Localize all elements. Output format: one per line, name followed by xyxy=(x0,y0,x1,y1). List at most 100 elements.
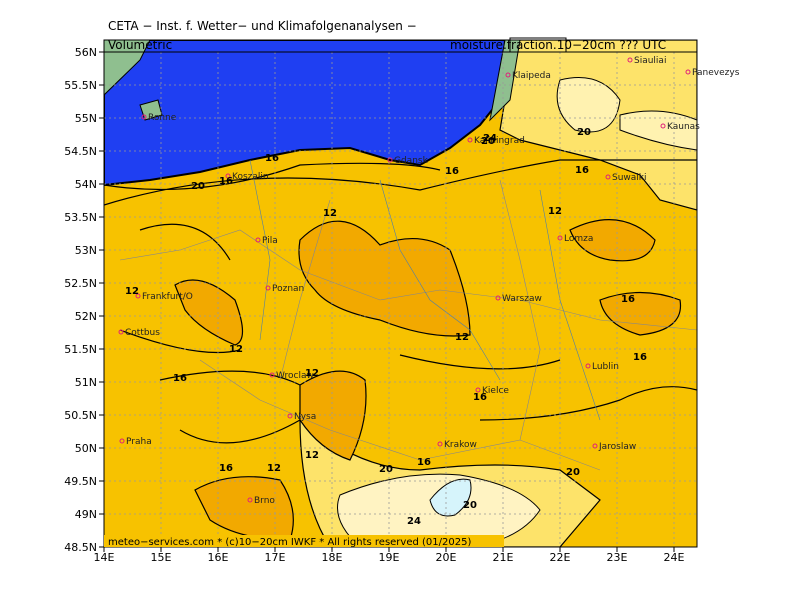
city-label: Cottbus xyxy=(125,328,160,338)
city-label: Krakow xyxy=(444,440,477,450)
city-label: Kaliningrad xyxy=(474,136,525,146)
lat-tick-label: 52.5N xyxy=(64,277,97,290)
city-label: Suwalki xyxy=(612,173,647,183)
contour-label: 24 xyxy=(483,133,497,144)
lighter-region xyxy=(556,77,697,151)
city-dot xyxy=(118,329,124,335)
city-label: Pila xyxy=(262,236,278,246)
dark-region xyxy=(298,220,471,337)
city-dot xyxy=(135,293,141,299)
city-label: Praha xyxy=(126,437,152,447)
city-dot xyxy=(475,387,481,393)
river xyxy=(249,159,601,421)
city-dot xyxy=(467,137,473,143)
city-label: Gdansk xyxy=(394,156,429,166)
city-dot xyxy=(585,363,591,369)
contour-label: 16 xyxy=(219,463,233,474)
city-dot xyxy=(627,57,633,63)
lat-tick-label: 52N xyxy=(75,310,97,323)
sweden-coast xyxy=(104,40,151,96)
header-right-boxed: fraction xyxy=(507,38,553,52)
dark-region xyxy=(174,279,244,346)
lat-tick-label: 49.5N xyxy=(64,475,97,488)
city-label: Koszalin xyxy=(232,172,269,182)
city-dot xyxy=(557,235,563,241)
lon-tick-label: 18E xyxy=(322,551,343,564)
city-dot xyxy=(225,173,231,179)
lat-tick-label: 48.5N xyxy=(64,541,97,554)
city-dot xyxy=(685,69,691,75)
city-label: Siauliai xyxy=(634,56,666,66)
header-right-prefix: moisture. xyxy=(450,38,507,52)
lat-tick-label: 53.5N xyxy=(64,211,97,224)
curonian-spit xyxy=(489,40,521,122)
city-dot xyxy=(287,413,293,419)
city-dot xyxy=(247,497,253,503)
lon-tick-label: 24E xyxy=(664,551,685,564)
lon-tick-label: 21E xyxy=(493,551,514,564)
lat-tick-label: 56N xyxy=(75,46,97,59)
lon-tick-label: 22E xyxy=(550,551,571,564)
contour-label: 20 xyxy=(577,127,591,138)
contour-label: 16 xyxy=(445,166,459,177)
lon-tick-label: 15E xyxy=(151,551,172,564)
header-left: Volumetric xyxy=(108,38,172,52)
city-label: Lublin xyxy=(592,362,619,372)
lon-tick-label: 23E xyxy=(607,551,628,564)
contour-label: 20 xyxy=(379,464,393,475)
city-dot xyxy=(505,72,511,78)
city-label: Wroclaw xyxy=(276,371,314,381)
city-label: Kielce xyxy=(482,386,509,396)
city-dot xyxy=(387,157,393,163)
city-label: Jaroslaw xyxy=(598,442,636,452)
city-label: Frankfurt/O xyxy=(142,292,193,302)
lat-tick-label: 55.5N xyxy=(64,79,97,92)
lon-tick-label: 16E xyxy=(208,551,229,564)
contour-label: 16 xyxy=(473,392,487,403)
city-label: Klaipeda xyxy=(512,71,551,81)
wet-region xyxy=(429,478,472,517)
contour-label: 24 xyxy=(407,516,421,527)
contour-label: 12 xyxy=(455,332,469,343)
contour-label: 12 xyxy=(323,208,337,219)
contour-label: 12 xyxy=(229,344,243,355)
map-field xyxy=(104,40,697,547)
city-dot xyxy=(119,438,125,444)
lon-tick-label: 19E xyxy=(379,551,400,564)
lat-tick-label: 51N xyxy=(75,376,97,389)
lat-tick-label: 49N xyxy=(75,508,97,521)
contour-label: 12 xyxy=(548,206,562,217)
footer-bg xyxy=(104,535,504,547)
contour-label: 12 xyxy=(125,286,139,297)
city-label: Poznan xyxy=(272,284,304,294)
lon-tick-label: 17E xyxy=(265,551,286,564)
contour-label: 16 xyxy=(417,457,431,468)
contour-label: 12 xyxy=(305,450,319,461)
lon-tick-label: 14E xyxy=(94,551,115,564)
footer: meteo−services.com * (c)10−20cm IWKF * A… xyxy=(108,537,471,548)
city-dot xyxy=(605,174,611,180)
city-dot xyxy=(265,285,271,291)
contour-label: 16 xyxy=(621,294,635,305)
contour-label: 16 xyxy=(173,373,187,384)
lat-tick-label: 53N xyxy=(75,244,97,257)
contour-label: 20 xyxy=(481,136,495,147)
contour-label: 16 xyxy=(265,153,279,164)
contour-label: 20 xyxy=(191,181,205,192)
contour-label: 16 xyxy=(633,352,647,363)
city-label: Panevezys xyxy=(692,68,740,78)
contour-label: 12 xyxy=(305,368,319,379)
contour-line xyxy=(104,159,697,444)
dark-region xyxy=(299,370,367,461)
city-label: Ronne xyxy=(148,113,177,123)
city-dot xyxy=(269,372,275,378)
dark-region xyxy=(569,219,656,262)
contour-label: 12 xyxy=(267,463,281,474)
header-right-suffix: .10−20cm ??? UTC xyxy=(553,38,666,52)
dark-region xyxy=(599,291,682,336)
city-label: Nysa xyxy=(294,412,316,422)
lat-tick-label: 55N xyxy=(75,112,97,125)
lat-tick-label: 54N xyxy=(75,178,97,191)
